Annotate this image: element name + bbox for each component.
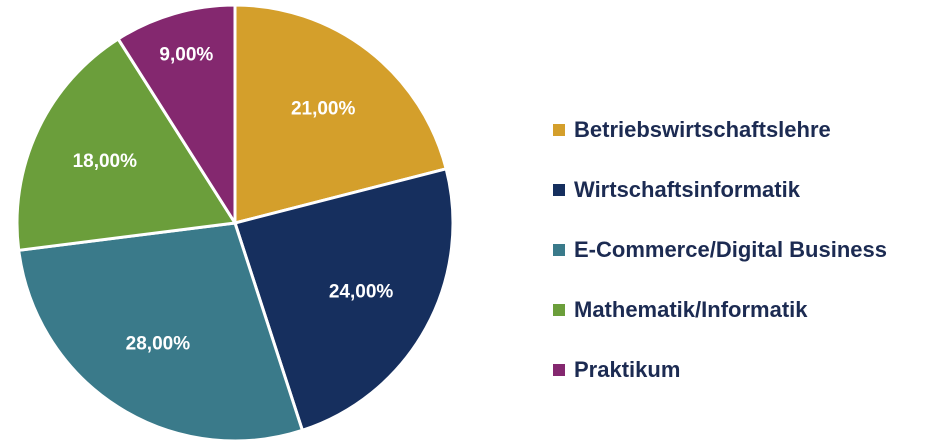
pie-slice (233, 166, 455, 433)
data-label: 18,00% (73, 151, 138, 172)
legend-label: E-Commerce/Digital Business (574, 237, 887, 262)
legend-label: Wirtschaftsinformatik (574, 177, 801, 202)
pie-slice (17, 221, 305, 443)
legend-swatch (553, 364, 565, 376)
data-label: 28,00% (126, 333, 191, 354)
legend-swatch (553, 124, 565, 136)
legend-label: Praktikum (574, 357, 680, 382)
pie-slice (233, 3, 448, 225)
data-label: 24,00% (329, 281, 394, 302)
legend-swatch (553, 184, 565, 196)
data-label: 21,00% (291, 98, 356, 119)
legend-label: Mathematik/Informatik (574, 297, 808, 322)
pie-slice (116, 3, 237, 229)
pie-slice (15, 36, 238, 252)
legend-swatch (553, 304, 565, 316)
legend-label: Betriebswirtschaftslehre (574, 117, 831, 142)
legend-swatch (553, 244, 565, 256)
data-label: 9,00% (159, 45, 213, 66)
